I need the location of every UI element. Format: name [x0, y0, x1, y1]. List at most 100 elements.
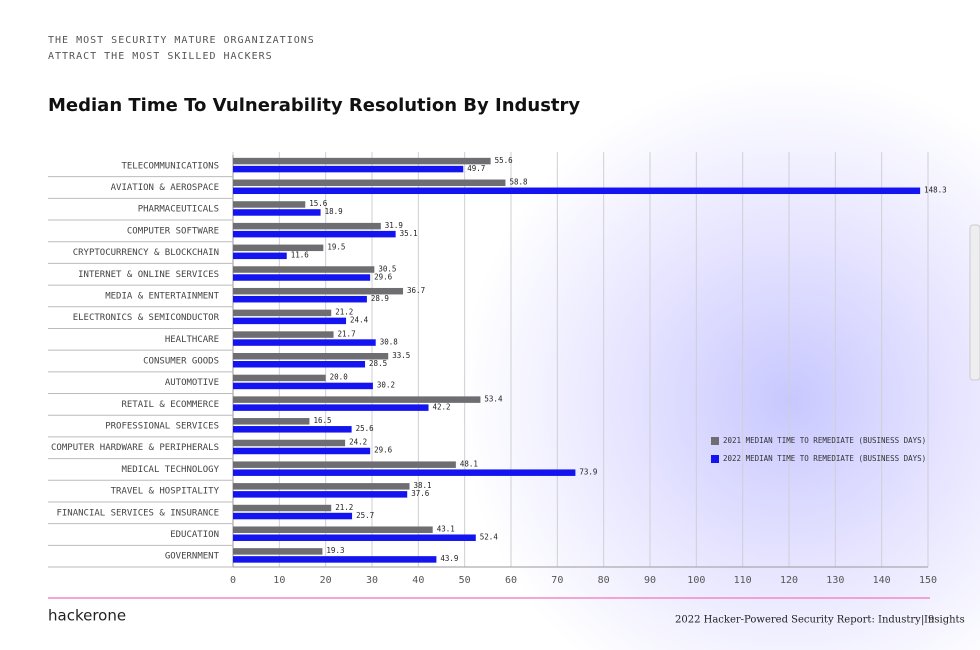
- value-label: 30.5: [378, 264, 396, 273]
- x-tick-label: 150: [919, 575, 937, 586]
- bar: [233, 491, 408, 498]
- bar: [233, 426, 352, 433]
- page-number: 9: [928, 615, 934, 626]
- x-tick-label: 110: [734, 575, 752, 586]
- x-tick-label: 90: [644, 575, 656, 586]
- x-tick-label: 0: [230, 575, 236, 586]
- category-label: AUTOMOTIVE: [165, 378, 219, 388]
- x-tick-label: 70: [551, 575, 563, 586]
- bar: [233, 353, 389, 360]
- value-label: 73.9: [579, 467, 597, 476]
- bar: [233, 439, 346, 447]
- bar: [233, 396, 481, 403]
- legend-swatch: [711, 437, 719, 445]
- bar: [233, 317, 347, 325]
- kicker: ATTRACT THE MOST SKILLED HACKERS: [48, 51, 273, 62]
- value-label: 53.4: [484, 394, 503, 403]
- value-label: 35.1: [400, 229, 418, 238]
- bar: [233, 461, 456, 468]
- bar: [233, 295, 367, 303]
- value-label: 21.2: [335, 503, 353, 512]
- value-label: 19.5: [327, 243, 345, 252]
- bar: [233, 201, 306, 208]
- bar: [233, 534, 476, 541]
- category-label: PHARMACEUTICALS: [138, 205, 219, 215]
- side-tab: [969, 224, 980, 381]
- legend-label: 2021 MEDIAN TIME TO REMEDIATE (BUSINESS …: [723, 436, 926, 445]
- bar: [233, 526, 433, 533]
- category-label: COMPUTER HARDWARE & PERIPHERALS: [51, 443, 219, 453]
- bar: [233, 483, 410, 490]
- value-label: 38.1: [414, 481, 432, 490]
- bar: [233, 252, 287, 260]
- category-label: MEDICAL TECHNOLOGY: [121, 465, 219, 475]
- bar: [233, 504, 332, 512]
- category-label: CRYPTOCURRENCY & BLOCKCHAIN: [73, 248, 219, 258]
- value-label: 33.5: [392, 351, 410, 360]
- bar: [233, 165, 464, 173]
- value-label: 19.3: [326, 546, 344, 555]
- x-tick-label: 50: [459, 575, 471, 586]
- x-tick-label: 120: [780, 575, 798, 586]
- value-label: 52.4: [480, 532, 499, 541]
- value-label: 30.8: [380, 337, 399, 346]
- value-label: 20.0: [330, 373, 349, 382]
- legend-label: 2022 MEDIAN TIME TO REMEDIATE (BUSINESS …: [723, 454, 926, 463]
- category-label: ELECTRONICS & SEMICONDUCTOR: [73, 313, 220, 323]
- legend-swatch: [711, 455, 719, 463]
- value-label: 28.5: [369, 359, 387, 368]
- footer-separator: |: [921, 615, 924, 626]
- category-label: COMPUTER SOFTWARE: [127, 226, 219, 236]
- value-label: 42.2: [433, 402, 451, 411]
- value-label: 43.9: [440, 554, 458, 563]
- category-label: MEDIA & ENTERTAINMENT: [105, 291, 219, 301]
- value-label: 29.6: [374, 272, 393, 281]
- bar: [233, 222, 381, 230]
- value-label: 29.6: [374, 446, 393, 455]
- bar: [233, 548, 323, 555]
- category-label: TELECOMMUNICATIONS: [121, 161, 219, 171]
- category-label: HEALTHCARE: [165, 335, 219, 345]
- value-label: 21.2: [335, 308, 353, 317]
- bar: [233, 331, 334, 338]
- value-label: 25.7: [356, 511, 374, 520]
- value-label: 58.8: [509, 178, 528, 187]
- bar: [233, 157, 491, 165]
- value-label: 43.1: [437, 524, 455, 533]
- value-label: 18.9: [325, 207, 343, 216]
- bar: [233, 244, 324, 252]
- value-label: 28.9: [371, 294, 389, 303]
- value-label: 11.6: [291, 251, 310, 260]
- x-tick-label: 130: [826, 575, 844, 586]
- bar: [233, 556, 437, 563]
- x-tick-label: 140: [873, 575, 891, 586]
- bar: [233, 447, 371, 455]
- value-label: 16.5: [313, 416, 331, 425]
- bar: [233, 361, 366, 368]
- value-label: 21.7: [338, 329, 356, 338]
- x-tick-label: 60: [505, 575, 517, 586]
- bar: [233, 230, 396, 238]
- category-label: AVIATION & AEROSPACE: [111, 183, 219, 193]
- bar: [233, 187, 921, 195]
- bar: [233, 404, 429, 411]
- footer-text: 2022 Hacker-Powered Security Report: Ind…: [675, 615, 965, 626]
- value-label: 24.4: [350, 316, 369, 325]
- kicker: THE MOST SECURITY MATURE ORGANIZATIONS: [48, 35, 315, 46]
- x-tick-label: 30: [366, 575, 378, 586]
- value-label: 49.7: [467, 164, 485, 173]
- bar: [233, 374, 326, 382]
- category-label: TRAVEL & HOSPITALITY: [111, 487, 220, 497]
- category-label: PROFESSIONAL SERVICES: [105, 422, 219, 432]
- x-tick-label: 80: [598, 575, 610, 586]
- bar: [233, 512, 353, 520]
- bar: [233, 309, 332, 317]
- value-label: 15.6: [309, 199, 328, 208]
- value-label: 30.2: [377, 381, 395, 390]
- value-label: 55.6: [495, 156, 514, 165]
- value-label: 37.6: [411, 489, 430, 498]
- bar: [233, 339, 376, 346]
- bar: [233, 418, 310, 425]
- x-tick-label: 100: [687, 575, 705, 586]
- value-label: 48.1: [460, 459, 478, 468]
